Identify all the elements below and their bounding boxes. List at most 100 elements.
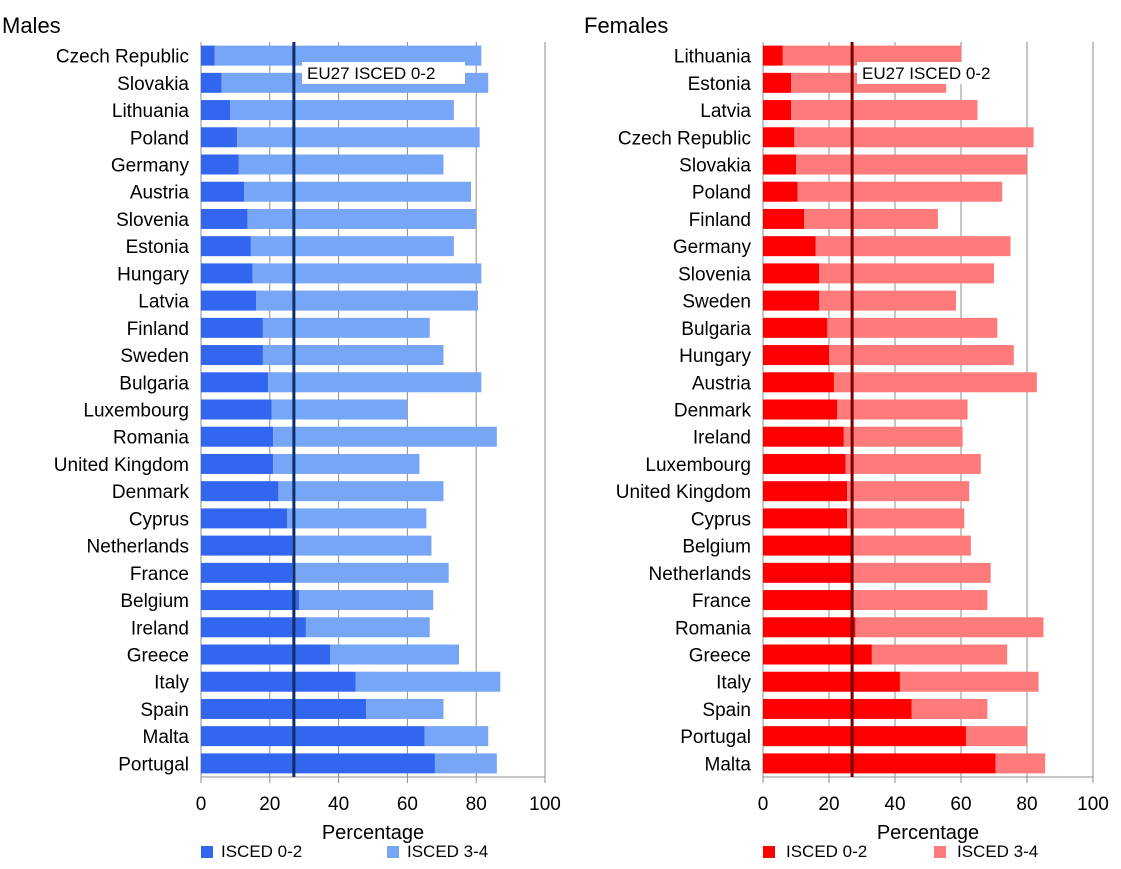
bar-isced-3-4 xyxy=(845,453,981,474)
bar-isced-3-4 xyxy=(829,345,1014,366)
bar-isced-0-2 xyxy=(201,399,272,420)
category-label: Slovenia xyxy=(116,210,189,231)
bar-isced-0-2 xyxy=(763,372,834,393)
bar-isced-3-4 xyxy=(791,100,978,121)
bar-isced-3-4 xyxy=(819,263,994,284)
bar-isced-3-4 xyxy=(911,698,988,719)
category-label: Italy xyxy=(716,673,751,694)
bar-isced-3-4 xyxy=(273,453,420,474)
bar-isced-3-4 xyxy=(837,399,968,420)
bar-isced-0-2 xyxy=(763,453,846,474)
bar-isced-3-4 xyxy=(330,644,459,665)
bar-isced-3-4 xyxy=(847,508,965,529)
category-label: Italy xyxy=(154,673,189,694)
category-label: United Kingdom xyxy=(616,482,751,503)
bar-isced-3-4 xyxy=(782,45,961,66)
bar-isced-0-2 xyxy=(201,372,269,393)
legend-swatch xyxy=(201,846,213,858)
category-label: Lithuania xyxy=(112,101,190,122)
category-label: Austria xyxy=(130,183,190,204)
bar-isced-3-4 xyxy=(853,535,971,556)
bar-isced-0-2 xyxy=(763,399,838,420)
bar-isced-0-2 xyxy=(763,698,912,719)
bar-isced-3-4 xyxy=(268,372,482,393)
bar-isced-0-2 xyxy=(201,535,293,556)
bar-isced-0-2 xyxy=(201,453,274,474)
category-label: Poland xyxy=(692,183,751,204)
category-label: Austria xyxy=(692,373,752,394)
category-label: Portugal xyxy=(680,727,751,748)
bar-isced-0-2 xyxy=(763,535,854,556)
category-label: Poland xyxy=(130,128,189,149)
bar-isced-3-4 xyxy=(995,753,1046,774)
category-label: Malta xyxy=(705,754,752,775)
category-label: Lithuania xyxy=(674,47,752,68)
bar-isced-3-4 xyxy=(804,208,938,229)
reference-label-box xyxy=(302,62,465,84)
bar-isced-3-4 xyxy=(434,753,497,774)
x-tick-label: 60 xyxy=(950,794,971,815)
legend-swatch xyxy=(763,846,775,858)
category-label: Bulgaria xyxy=(681,319,751,340)
category-label: Estonia xyxy=(688,74,752,95)
category-label: Spain xyxy=(140,700,189,721)
bar-isced-0-2 xyxy=(763,726,966,747)
bar-isced-3-4 xyxy=(273,426,497,447)
category-label: Luxembourg xyxy=(645,455,751,476)
category-label: Finland xyxy=(127,319,189,340)
bar-isced-3-4 xyxy=(287,508,427,529)
bar-isced-3-4 xyxy=(797,181,1003,202)
category-label: United Kingdom xyxy=(54,455,189,476)
bar-isced-3-4 xyxy=(843,426,963,447)
category-label: Denmark xyxy=(674,401,752,422)
bar-isced-0-2 xyxy=(201,236,251,257)
legend-swatch xyxy=(387,846,399,858)
category-label: Belgium xyxy=(682,537,751,558)
x-tick-label: 20 xyxy=(818,794,839,815)
bar-isced-3-4 xyxy=(965,726,1027,747)
category-label: Cyprus xyxy=(129,509,189,530)
category-label: Slovakia xyxy=(117,74,189,95)
chart-title: Males xyxy=(2,13,61,38)
category-label: Romania xyxy=(675,618,751,639)
bar-isced-3-4 xyxy=(855,617,1044,638)
category-label: Czech Republic xyxy=(618,128,751,149)
category-label: Greece xyxy=(689,646,751,667)
category-label: Slovenia xyxy=(678,264,751,285)
x-axis-label: Percentage xyxy=(322,822,424,844)
bar-isced-3-4 xyxy=(794,127,1034,148)
category-label: Sweden xyxy=(682,292,751,313)
x-axis-label: Percentage xyxy=(877,822,979,844)
category-label: Estonia xyxy=(126,237,190,258)
bar-isced-0-2 xyxy=(201,154,239,175)
bar-isced-3-4 xyxy=(827,317,998,338)
bar-isced-3-4 xyxy=(244,181,472,202)
x-tick-label: 0 xyxy=(196,794,207,815)
category-label: Greece xyxy=(127,646,189,667)
legend-label: ISCED 3-4 xyxy=(407,842,488,861)
bar-isced-0-2 xyxy=(201,698,367,719)
bar-isced-0-2 xyxy=(763,590,854,611)
category-label: Hungary xyxy=(679,346,751,367)
bar-isced-3-4 xyxy=(899,671,1039,692)
bar-isced-3-4 xyxy=(214,45,482,66)
x-tick-label: 100 xyxy=(529,794,561,815)
reference-label: EU27 ISCED 0-2 xyxy=(307,64,436,83)
legend-swatch xyxy=(934,846,946,858)
bar-isced-0-2 xyxy=(201,45,215,66)
bar-isced-0-2 xyxy=(763,671,900,692)
bar-isced-0-2 xyxy=(763,290,820,311)
bar-isced-0-2 xyxy=(201,753,435,774)
bar-isced-3-4 xyxy=(292,535,432,556)
bar-isced-3-4 xyxy=(871,644,1008,665)
bar-isced-0-2 xyxy=(201,617,306,638)
bar-isced-3-4 xyxy=(355,671,501,692)
category-label: Portugal xyxy=(118,754,189,775)
bar-isced-0-2 xyxy=(763,154,796,175)
bar-isced-3-4 xyxy=(815,236,1011,257)
bar-isced-0-2 xyxy=(201,726,425,747)
bar-isced-3-4 xyxy=(853,590,988,611)
bar-isced-3-4 xyxy=(252,263,482,284)
bar-isced-3-4 xyxy=(833,372,1037,393)
